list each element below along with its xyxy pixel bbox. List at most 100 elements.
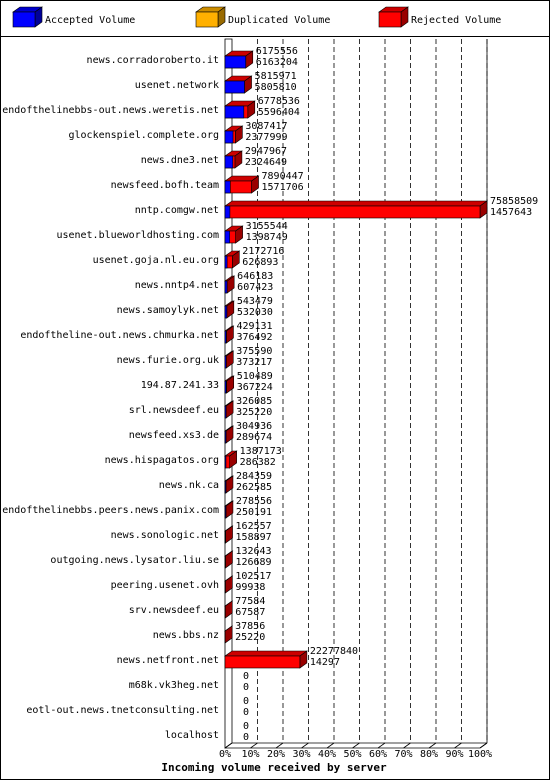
legend-swatch-1 [12, 6, 43, 28]
legend-swatch-1-front [12, 11, 36, 28]
legend-swatch-3 [378, 6, 409, 28]
x-tick-label-6: 60% [369, 749, 387, 760]
bar-accepted-1 [224, 55, 247, 69]
category-label-22: peering.usenet.ovh [111, 580, 219, 591]
bar-rejected-8 [224, 225, 244, 244]
value-accepted-9: 626893 [242, 257, 278, 268]
x-tick-label-0: 0% [219, 749, 231, 760]
value-total-6: 7890447 [262, 171, 304, 182]
category-label-19: endofthelinebbs.peers.news.panix.com [2, 505, 219, 516]
bar-rejected-7-top [224, 200, 488, 207]
value-accepted-7: 1457643 [490, 207, 532, 218]
value-total-9: 2172716 [242, 246, 284, 257]
x-tick-labels: 0% 10% 20% 30% 40% 50% 60% 70% 80% 90% 100% [219, 749, 492, 760]
x-tick-mark-20 [275, 742, 284, 749]
value-total-16: 304936 [236, 421, 272, 432]
value-total-13: 375590 [236, 346, 272, 357]
bar-rejected-25-top [224, 650, 308, 657]
bar-rejected-7 [224, 200, 488, 219]
bar-accepted-13 [224, 355, 227, 369]
category-label-15: srl.newsdeef.eu [129, 405, 219, 416]
value-total-17: 1387173 [240, 446, 282, 457]
value-total-7: 75858509 [490, 196, 538, 207]
x-tick-label-5: 50% [343, 749, 361, 760]
category-label-28: localhost [165, 730, 219, 741]
value-accepted-21: 126689 [235, 557, 271, 568]
category-label-26: m68k.vk3heg.net [129, 680, 219, 691]
category-label-3: endofthelinebbs-out.news.weretis.net [2, 105, 219, 116]
value-accepted-23: 67587 [235, 607, 265, 618]
x-tick-mark-50 [352, 742, 360, 749]
bar-accepted-10 [224, 280, 228, 294]
value-accepted-15: 325220 [236, 407, 272, 418]
value-total-1: 6175556 [256, 46, 298, 57]
value-total-2: 5815971 [255, 71, 297, 82]
x-tick-label-2: 20% [267, 749, 285, 760]
bar-accepted-7 [224, 205, 231, 219]
bar-rejected-21 [224, 550, 234, 569]
category-label-27: eotl-out.news.tnetconsulting.net [26, 705, 219, 716]
category-label-13: news.furie.org.uk [117, 355, 219, 366]
value-accepted-10: 607423 [237, 282, 273, 293]
category-label-16: newsfeed.xs3.de [129, 430, 219, 441]
value-total-3: 6778536 [258, 96, 300, 107]
value-total-14: 510489 [237, 371, 273, 382]
bar-accepted-17 [224, 455, 227, 469]
category-label-21: outgoing.news.lysator.liu.se [50, 555, 219, 566]
category-label-18: news.nk.ca [159, 480, 219, 491]
value-total-20: 162557 [236, 521, 272, 532]
value-total-5: 2947967 [245, 146, 287, 157]
category-label-20: news.sonologic.net [111, 530, 219, 541]
value-accepted-2: 5805810 [255, 82, 297, 93]
x-tick-label-4: 40% [318, 749, 336, 760]
bar-accepted-4 [224, 130, 234, 144]
value-accepted-19: 250191 [236, 507, 272, 518]
value-accepted-25: 14297 [310, 657, 340, 668]
value-accepted-3: 5596404 [258, 107, 300, 118]
value-accepted-24: 25220 [235, 632, 265, 643]
value-accepted-28: 0 [243, 732, 249, 743]
value-accepted-20: 158897 [236, 532, 272, 543]
x-tick-mark-90 [454, 742, 462, 749]
value-total-8: 3155544 [246, 221, 288, 232]
value-accepted-16: 289674 [236, 432, 272, 443]
category-label-17: news.hispagatos.org [105, 455, 219, 466]
bar-accepted-14 [224, 380, 227, 394]
x-tick-mark-0 [224, 742, 233, 749]
value-accepted-26: 0 [243, 682, 249, 693]
bar-accepted-16 [224, 430, 227, 444]
x-tick-label-8: 80% [420, 749, 438, 760]
category-labels: news.corradoroberto.it usenet.network endo… [2, 55, 219, 741]
bar-rejected-17 [224, 450, 238, 469]
bar-rejected-22 [224, 575, 234, 594]
legend-swatch-2 [195, 6, 226, 28]
value-accepted-1: 6163204 [256, 57, 298, 68]
legend-label-2: Duplicated Volume [228, 15, 330, 26]
bar-accepted-18 [224, 480, 227, 494]
bar-accepted-2 [224, 80, 245, 94]
value-total-24: 37856 [235, 621, 265, 632]
value-accepted-18: 262585 [236, 482, 272, 493]
value-accepted-13: 373217 [236, 357, 272, 368]
bar-accepted-20 [224, 530, 226, 544]
value-accepted-4: 2377999 [245, 132, 287, 143]
x-tick-label-3: 30% [292, 749, 310, 760]
value-total-10: 646183 [237, 271, 273, 282]
legend-label-3: Rejected Volume [411, 15, 501, 26]
category-label-10: news.nntp4.net [135, 280, 219, 291]
x-tick-label-7: 70% [394, 749, 412, 760]
bar-rejected-24 [224, 625, 234, 644]
value-accepted-14: 367224 [237, 382, 273, 393]
value-accepted-6: 1571706 [262, 182, 304, 193]
x-tick-mark-100 [479, 742, 488, 749]
value-accepted-5: 2324649 [245, 157, 287, 168]
bar-accepted-5 [224, 155, 234, 169]
value-total-12: 429131 [236, 321, 272, 332]
x-axis-title: Incoming volume received by server [161, 761, 387, 774]
value-total-4: 3087417 [245, 121, 287, 132]
x-tick-mark-70 [403, 742, 411, 749]
category-label-5: news.dne3.net [141, 155, 219, 166]
category-label-12: endoftheline-out.news.chmurka.net [20, 330, 219, 341]
value-total-27: 0 [243, 696, 249, 707]
